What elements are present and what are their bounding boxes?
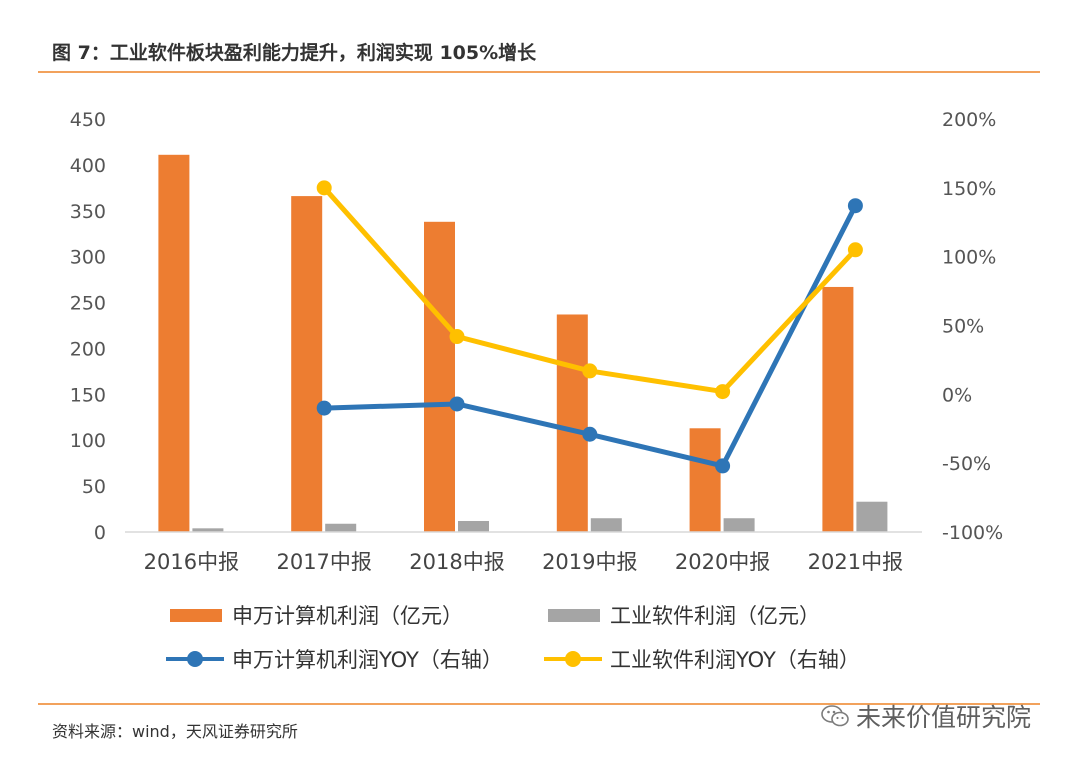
software-yoy-point-2020中报 xyxy=(715,384,731,400)
left-tick-label: 450 xyxy=(70,109,106,131)
legend-item-software-yoy[interactable]: 工业软件利润YOY（右轴） xyxy=(544,644,860,674)
watermark-text: 未来价值研究院 xyxy=(856,703,1032,732)
left-tick-label: 400 xyxy=(70,155,106,177)
right-tick-label: 0% xyxy=(942,384,972,406)
yellow-line-swatch xyxy=(544,649,602,669)
orange-bar-swatch xyxy=(170,608,222,622)
right-axis-ticks: -100% -50% 0% 50% 100% 150% 200% xyxy=(942,109,1003,544)
bar-computer-2019中报 xyxy=(556,314,588,532)
x-tick-label: 2019中报 xyxy=(542,550,637,574)
bar-software-2016中报 xyxy=(192,528,224,532)
software-profit-bars xyxy=(192,501,888,532)
bar-software-2020中报 xyxy=(723,518,755,532)
bar-software-2018中报 xyxy=(458,520,489,532)
left-tick-label: 200 xyxy=(70,338,106,360)
wechat-icon xyxy=(821,705,849,727)
left-tick-label: 350 xyxy=(70,201,106,223)
x-tick-label: 2021中报 xyxy=(808,550,903,574)
computer-yoy-point-2019中报 xyxy=(582,426,598,442)
legend-label: 工业软件利润YOY（右轴） xyxy=(610,648,860,672)
right-tick-label: 50% xyxy=(942,316,984,338)
left-tick-label: 100 xyxy=(70,430,106,452)
right-tick-label: 150% xyxy=(942,178,996,200)
chart: 0 50 100 150 200 250 300 350 400 450 -100% -50% 0% 5… xyxy=(70,109,1003,574)
software-yoy-point-2018中报 xyxy=(449,329,465,345)
x-axis-ticks: 2016中报 2017中报 2018中报 2019中报 2020中报 2021中报 xyxy=(144,550,903,574)
bar-computer-2017中报 xyxy=(291,196,323,533)
legend-label: 工业软件利润（亿元） xyxy=(610,604,820,628)
bar-software-2017中报 xyxy=(325,523,357,532)
software-yoy-point-2017中报 xyxy=(316,180,332,196)
software-yoy-point-2019中报 xyxy=(582,363,598,379)
x-tick-label: 2016中报 xyxy=(144,550,239,574)
bar-computer-2018中报 xyxy=(424,221,455,532)
legend-label: 申万计算机利润（亿元） xyxy=(232,604,463,628)
legend-item-computer-yoy[interactable]: 申万计算机利润YOY（右轴） xyxy=(166,644,503,674)
software-yoy-line xyxy=(316,180,863,400)
bar-computer-2020中报 xyxy=(689,428,721,532)
software-yoy-point-2021中报 xyxy=(847,242,863,258)
bar-software-2021中报 xyxy=(856,501,888,532)
right-tick-label: -100% xyxy=(942,522,1003,544)
gray-bar-swatch xyxy=(548,608,600,622)
bar-software-2019中报 xyxy=(590,518,622,532)
left-tick-label: 50 xyxy=(82,476,106,498)
source-note: 资料来源：wind，天风证券研究所 xyxy=(52,722,298,741)
left-tick-label: 150 xyxy=(70,384,106,406)
legend-item-software-profit[interactable]: 工业软件利润（亿元） xyxy=(548,600,820,630)
top-rule xyxy=(38,71,1040,73)
computer-yoy-point-2018中报 xyxy=(449,396,465,412)
x-tick-label: 2018中报 xyxy=(409,550,504,574)
computer-yoy-point-2017中报 xyxy=(316,400,332,416)
right-tick-label: 100% xyxy=(942,247,996,269)
left-tick-label: 0 xyxy=(94,522,106,544)
computer-profit-bars xyxy=(158,154,854,533)
right-tick-label: -50% xyxy=(942,453,991,475)
left-tick-label: 250 xyxy=(70,293,106,315)
bar-computer-2021中报 xyxy=(822,286,854,532)
x-tick-label: 2017中报 xyxy=(276,550,371,574)
left-tick-label: 300 xyxy=(70,247,106,269)
bar-computer-2016中报 xyxy=(158,154,190,532)
computer-yoy-point-2021中报 xyxy=(847,198,863,214)
computer-yoy-point-2020中报 xyxy=(715,458,731,474)
bottom-rule xyxy=(38,703,1040,705)
right-tick-label: 200% xyxy=(942,109,996,131)
figure-title: 图 7：工业软件板块盈利能力提升，利润实现 105%增长 xyxy=(52,42,537,64)
watermark: 未来价值研究院 xyxy=(820,698,1031,734)
legend-item-computer-profit[interactable]: 申万计算机利润（亿元） xyxy=(170,600,463,630)
blue-line-swatch xyxy=(166,649,224,669)
left-axis-ticks: 0 50 100 150 200 250 300 350 400 450 xyxy=(70,109,106,544)
computer-yoy-line xyxy=(316,198,863,474)
legend-label: 申万计算机利润YOY（右轴） xyxy=(232,648,503,672)
legend: 申万计算机利润（亿元） 工业软件利润（亿元） 申万计算机利润YOY（右轴） 工业… xyxy=(0,590,1080,680)
x-tick-label: 2020中报 xyxy=(675,550,770,574)
